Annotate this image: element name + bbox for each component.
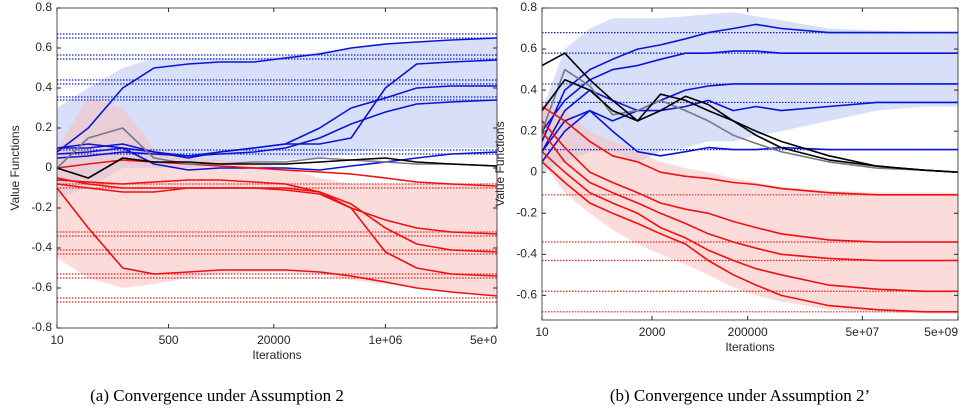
caption: (b) Convergence under Assumption 2’ xyxy=(610,386,870,405)
y-tick-label: 0.8 xyxy=(35,0,52,14)
x-tick-label: 5e+0 xyxy=(470,333,497,347)
series-line xyxy=(57,99,497,159)
x-tick-label: 5e+07 xyxy=(846,325,880,339)
series-line xyxy=(542,50,958,132)
y-axis-label: Value Functions xyxy=(493,121,507,206)
series-line xyxy=(542,109,958,163)
series-line xyxy=(542,83,958,153)
series-line xyxy=(542,120,958,243)
series-line xyxy=(57,143,497,171)
y-tick-label: -0.2 xyxy=(31,200,52,214)
chart-panel: -0.6 -0.4 -0.2 0 0.2 0.4 0.6 0.8 10 2000 200000 5e+… xyxy=(493,0,959,405)
y-tick-label: 0 xyxy=(530,164,537,178)
x-tick-label: 5e+09 xyxy=(924,325,958,339)
series-line xyxy=(542,151,958,293)
y-tick-label: -0.4 xyxy=(31,240,52,254)
series-line xyxy=(542,99,958,153)
y-tick-label: 0 xyxy=(45,160,52,174)
y-tick-label: 0.4 xyxy=(35,80,52,94)
chart-panel: -0.8 -0.6 -0.4 -0.2 0 0.2 0.4 0.6 0.8 10 500 20000 1… xyxy=(8,0,498,405)
std-band xyxy=(542,12,958,173)
series-line xyxy=(57,177,497,277)
series-line xyxy=(57,183,497,253)
x-tick-label: 200000 xyxy=(728,325,768,339)
y-tick-label: 0.6 xyxy=(35,40,52,54)
y-tick-label: 0.4 xyxy=(520,82,537,96)
y-tick-label: 0.2 xyxy=(520,123,537,137)
series-line xyxy=(542,23,958,142)
series-line xyxy=(57,187,497,297)
y-tick-label: -0.4 xyxy=(516,246,537,260)
x-tick-label: 10 xyxy=(535,325,549,339)
series-line xyxy=(57,157,497,179)
series-line xyxy=(542,161,958,313)
series-line xyxy=(57,127,497,169)
y-tick-label: 0.8 xyxy=(520,0,537,14)
series-line xyxy=(542,105,958,196)
plot-area xyxy=(57,33,497,303)
series-line xyxy=(57,37,497,153)
y-tick-label: -0.6 xyxy=(516,288,537,302)
x-tick-label: 1e+06 xyxy=(369,333,403,347)
y-tick-label: 0.2 xyxy=(35,120,52,134)
series-line xyxy=(57,85,497,157)
series-line xyxy=(542,52,958,173)
x-axis-label: Iterations xyxy=(252,348,301,362)
std-band xyxy=(57,98,497,296)
caption: (a) Convergence under Assumption 2 xyxy=(90,386,344,405)
series-line xyxy=(542,79,958,173)
y-tick-label: -0.8 xyxy=(31,320,52,334)
axes-box xyxy=(541,7,959,321)
y-tick-label: -0.6 xyxy=(31,280,52,294)
y-tick-label: -0.2 xyxy=(516,205,537,219)
series-line xyxy=(57,159,497,187)
series-line xyxy=(57,179,497,235)
y-axis-label: Value Functions xyxy=(8,125,22,210)
series-line xyxy=(542,130,958,262)
x-tick-label: 20000 xyxy=(257,333,291,347)
x-tick-label: 500 xyxy=(159,333,179,347)
plot-area xyxy=(542,12,958,314)
x-tick-label: 2000 xyxy=(639,325,666,339)
series-line xyxy=(542,68,958,173)
x-axis-label: Iterations xyxy=(725,340,774,354)
y-tick-label: 0.6 xyxy=(520,41,537,55)
x-tick-label: 10 xyxy=(50,333,64,347)
